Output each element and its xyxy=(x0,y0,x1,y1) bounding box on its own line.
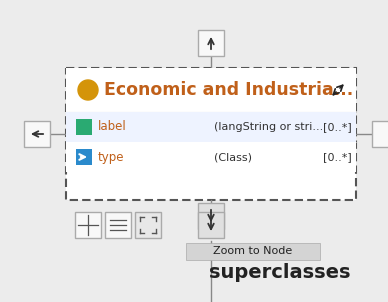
Bar xyxy=(76,119,92,135)
FancyBboxPatch shape xyxy=(186,243,320,260)
Text: Economic and Industria...: Economic and Industria... xyxy=(104,81,353,99)
FancyBboxPatch shape xyxy=(24,121,50,147)
Text: [0..*]: [0..*] xyxy=(323,152,352,162)
Bar xyxy=(66,68,356,112)
FancyBboxPatch shape xyxy=(198,212,224,238)
FancyBboxPatch shape xyxy=(198,30,224,56)
Text: Zoom to Node: Zoom to Node xyxy=(213,246,293,256)
Bar xyxy=(76,149,92,165)
Bar xyxy=(66,112,356,142)
Text: label: label xyxy=(98,120,127,133)
FancyBboxPatch shape xyxy=(135,212,161,238)
Text: [0..*]: [0..*] xyxy=(323,122,352,132)
Bar xyxy=(66,68,356,200)
FancyBboxPatch shape xyxy=(372,121,388,147)
FancyBboxPatch shape xyxy=(198,203,224,229)
FancyBboxPatch shape xyxy=(75,212,101,238)
Bar xyxy=(66,142,356,172)
FancyBboxPatch shape xyxy=(105,212,131,238)
Text: type: type xyxy=(98,150,125,163)
Text: (Class): (Class) xyxy=(214,152,252,162)
Text: (langString or stri...: (langString or stri... xyxy=(214,122,323,132)
Text: superclasses: superclasses xyxy=(209,262,351,281)
Circle shape xyxy=(78,80,98,100)
